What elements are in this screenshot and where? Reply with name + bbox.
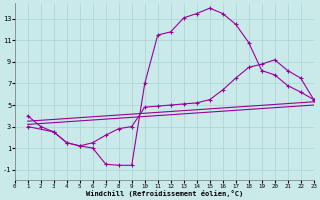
X-axis label: Windchill (Refroidissement éolien,°C): Windchill (Refroidissement éolien,°C) — [86, 190, 243, 197]
